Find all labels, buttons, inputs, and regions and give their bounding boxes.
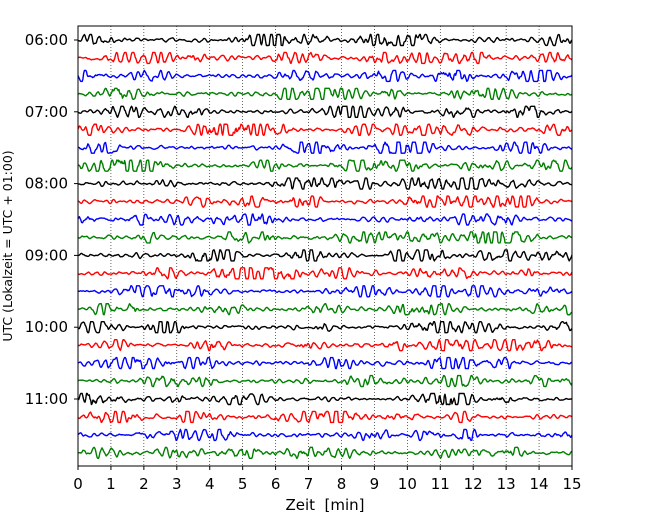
y-tick-label: 10:00	[25, 318, 68, 336]
x-tick-label: 2	[139, 475, 149, 493]
seismogram-trace	[77, 285, 573, 298]
grid-layer	[110, 26, 540, 466]
seismogram-trace	[77, 374, 573, 388]
seismogram-trace	[77, 159, 573, 172]
seismogram-trace	[77, 446, 573, 460]
x-tick-label: 6	[271, 475, 281, 493]
trace-layer	[77, 33, 573, 460]
x-tick-label: 15	[562, 475, 581, 493]
seismogram-trace	[77, 392, 573, 406]
seismogram-trace	[77, 87, 573, 101]
seismogram-trace	[77, 356, 573, 370]
y-tick-label: 08:00	[25, 175, 68, 193]
x-tick-label: 7	[304, 475, 314, 493]
x-tick-label: 13	[497, 475, 516, 493]
seismogram-trace	[77, 195, 573, 208]
seismogram-trace	[77, 410, 573, 424]
seismogram-trace	[77, 249, 573, 262]
y-axis-label: UTC (Lokalzeit = UTC + 01:00)	[0, 150, 15, 341]
seismogram-trace	[77, 33, 573, 47]
seismogram-trace	[77, 51, 573, 65]
y-tick-label: 06:00	[25, 31, 68, 49]
seismogram-trace	[77, 123, 573, 136]
x-tick-label: 5	[238, 475, 248, 493]
x-tick-label: 10	[398, 475, 417, 493]
x-tick-label: 9	[370, 475, 380, 493]
seismogram-trace	[77, 177, 573, 190]
seismogram-trace	[77, 213, 573, 226]
x-axis-label: Zeit [min]	[285, 496, 364, 514]
x-tick-label: 0	[73, 475, 83, 493]
y-ticks: 06:00 07:00 08:00 09:00 10:00 11:00	[25, 31, 78, 408]
seismogram-trace	[77, 231, 573, 244]
seismogram-trace	[77, 105, 573, 119]
x-tick-label: 14	[530, 475, 549, 493]
seismogram-trace	[77, 141, 573, 154]
x-tick-label: 3	[172, 475, 182, 493]
seismogram-trace	[77, 338, 573, 352]
x-tick-label: 4	[205, 475, 215, 493]
x-tick-label: 1	[106, 475, 116, 493]
seismogram-trace	[77, 267, 573, 280]
plot-frame	[77, 25, 573, 467]
y-tick-label: 09:00	[25, 246, 68, 264]
y-tick-label: 11:00	[25, 390, 68, 408]
seismogram-trace	[77, 303, 573, 316]
seismogram-trace	[77, 428, 573, 442]
x-tick-label: 8	[337, 475, 347, 493]
x-tick-label: 11	[431, 475, 450, 493]
y-tick-label: 07:00	[25, 103, 68, 121]
seismogram-trace	[77, 69, 573, 83]
seismogram-trace	[77, 321, 573, 334]
x-tick-label: 12	[464, 475, 483, 493]
x-ticks: 0 1 2 3 4 5 6 7 8 9 10 11 12 13 14 15	[73, 466, 582, 493]
